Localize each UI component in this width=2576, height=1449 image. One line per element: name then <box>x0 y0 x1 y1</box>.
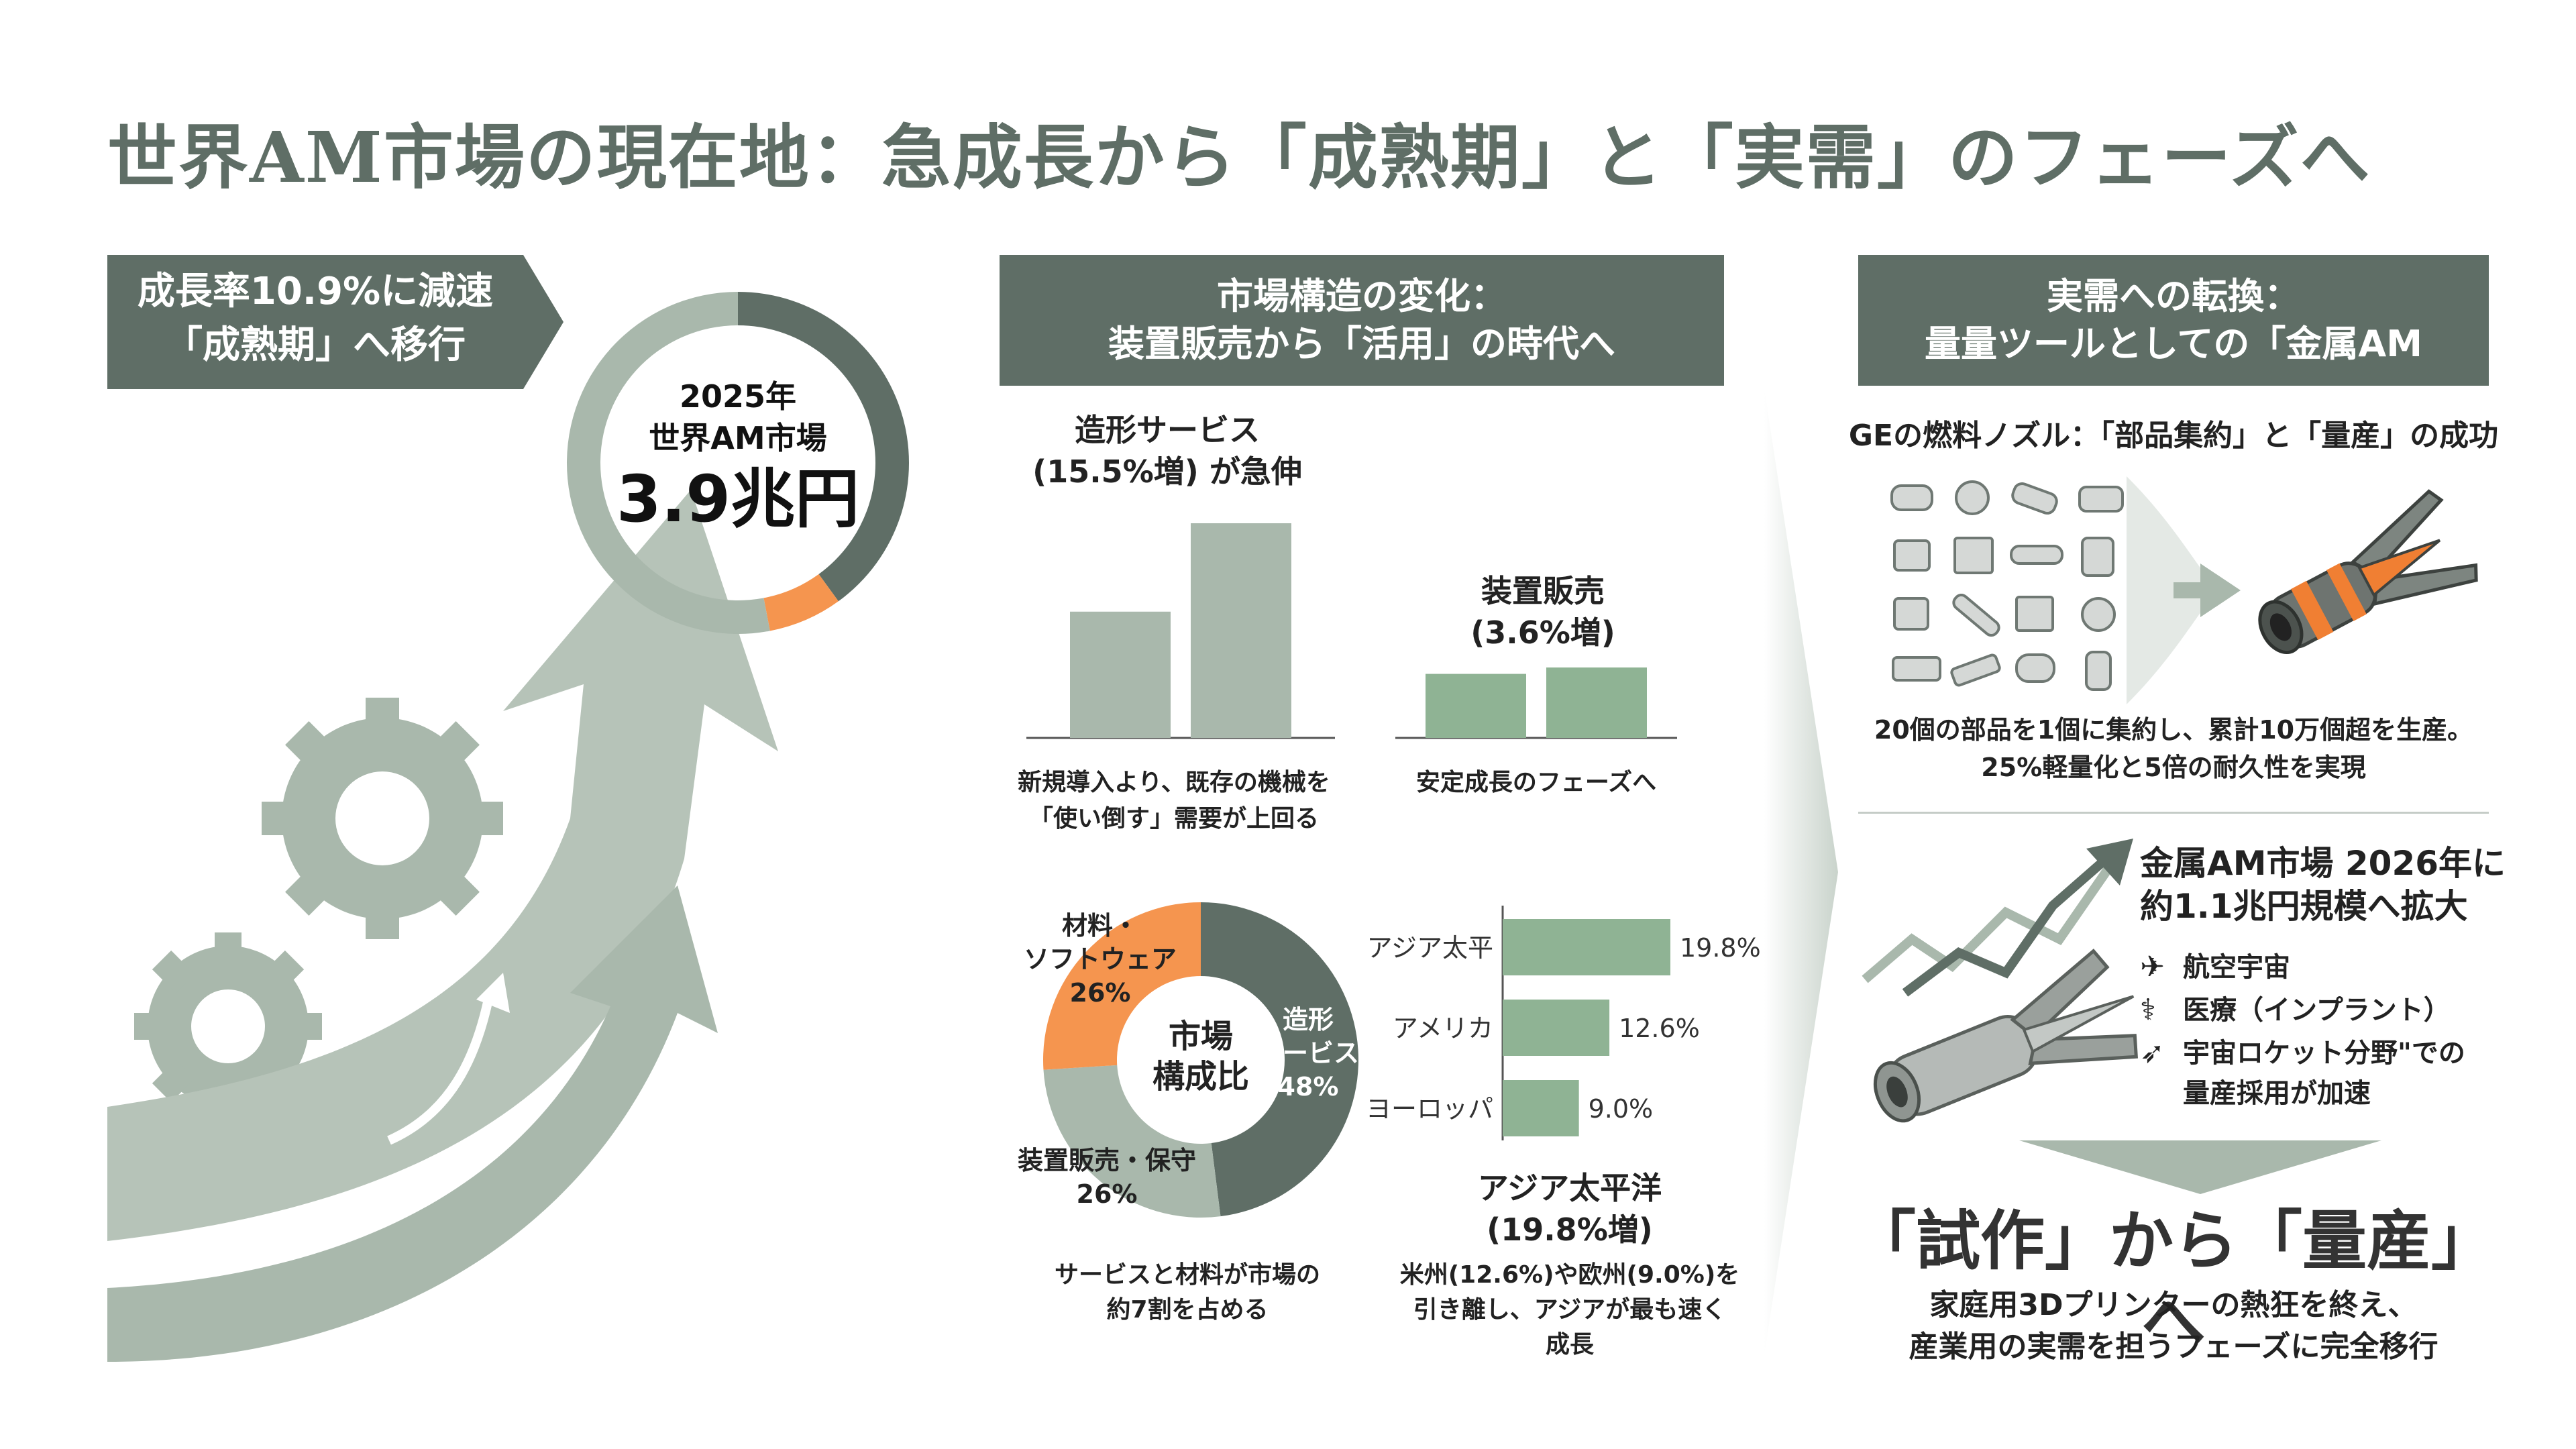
growth-arrow <box>107 490 778 1241</box>
region-bar <box>1503 1080 1579 1136</box>
region-bar-value: 19.8% <box>1680 933 1761 963</box>
down-arrow <box>2019 1140 2381 1194</box>
pie-slice <box>1043 902 1201 1070</box>
demand-header: 実需への転換： 量量ツールとしての「金属AM <box>1858 255 2489 386</box>
fuel-nozzle-illustration <box>2258 489 2478 655</box>
region-bar-value: 12.6% <box>1619 1014 1700 1043</box>
donut-value: 3.9兆円 <box>616 462 860 537</box>
use-case-item: ⚕ 医療（インプラント） <box>2140 989 2516 1032</box>
pie-slice <box>1043 1065 1221 1218</box>
donut-segment-dark <box>738 292 909 602</box>
slogan-subtitle: 家庭用3Dプリンターの熱狂を終え、 産業用の実需を担うフェーズに完全移行 <box>1909 1288 2438 1364</box>
region-bar-label: アジア太平 <box>1367 933 1493 963</box>
use-case-list: ✈ 航空宇宙 ⚕ 医療（インプラント） ➶ 宇宙ロケット分野"での 量産採用が加… <box>2140 946 2516 1112</box>
banner-line-2: 「成熟期」へ移行 <box>165 323 466 367</box>
device-chart-title: 装置販売 (3.6%増) <box>1470 573 1615 651</box>
market-size-donut <box>567 292 909 634</box>
donut-segment-sage <box>567 292 770 634</box>
pie-slice <box>1201 902 1358 1217</box>
bar <box>1546 667 1647 738</box>
growth-rate-banner: 成長率10.9%に減速 「成熟期」へ移行 <box>107 265 523 372</box>
transition-chevron <box>1764 389 1838 1355</box>
region-bar <box>1503 919 1670 975</box>
region-bar-label: ヨーロッパ <box>1366 1094 1493 1124</box>
implant-icon: ⚕ <box>2140 993 2156 1027</box>
parts-grid-illustration <box>1890 480 2124 691</box>
bar <box>1070 611 1171 738</box>
ge-nozzle-title: GEの燃料ノズル：「部品集約」と「量産」の成功 <box>1848 419 2499 453</box>
label-device: 装置販売・保守 26% <box>1017 1146 1196 1209</box>
banner-line-1: 成長率10.9%に減速 <box>137 270 494 313</box>
use-case-item: ➶ 宇宙ロケット分野"での <box>2140 1032 2516 1075</box>
device-chart-caption: 安定成長のフェーズへ <box>1415 769 1657 796</box>
structure-header: 市場構造の変化： 装置販売から「活用」の時代へ <box>1000 255 1724 386</box>
demand-header-line-2: 量量ツールとしての「金属AM <box>1925 322 2422 365</box>
region-bar-label: アメリカ <box>1393 1014 1493 1043</box>
ge-nozzle-caption: 20個の部品を1個に集約し、累計10万個超を生産。 25%軽量化と5倍の耐久性を… <box>1874 715 2473 782</box>
device-bar-chart <box>1395 667 1677 739</box>
region-bar-chart: アジア太平 19.8% アメリカ 12.6% ヨーロッパ 9.0% <box>1366 906 1761 1140</box>
composition-caption: サービスと材料が市場の 約7割を占める <box>1054 1261 1320 1324</box>
slogan: 「試作」から「量産」へ <box>1851 1203 2496 1359</box>
metal-growth-illustration <box>1862 839 2139 1123</box>
gear-icon-large <box>262 698 503 939</box>
composition-center-label: 市場 構成比 <box>1152 1018 1249 1095</box>
service-chart-title: 造形サービス (15.5%増) が急伸 <box>1032 412 1302 490</box>
bar <box>1191 523 1291 738</box>
service-chart-caption: 新規導入より、既存の機械を 「使い倒す」需要が上回る <box>1018 769 1330 833</box>
region-title: アジア太平洋 (19.8%増) <box>1477 1170 1662 1248</box>
growth-illustration <box>107 490 778 1362</box>
composition-donut <box>1043 902 1358 1218</box>
bar <box>1426 674 1526 738</box>
structure-header-line-2: 装置販売から「活用」の時代へ <box>1108 322 1615 365</box>
section-divider <box>1858 812 2489 814</box>
region-caption: 米州(12.6%)や欧州(9.0%)を 引き離し、アジアが最も速く 成長 <box>1399 1261 1740 1358</box>
consolidation-arrow <box>2127 476 2241 704</box>
region-bar-value: 9.0% <box>1589 1094 1654 1124</box>
label-service: 造形 サービス 48% <box>1256 1005 1359 1102</box>
donut-segment-orange <box>763 574 839 631</box>
donut-market: 世界AM市場 <box>649 420 827 456</box>
airplane-icon: ✈ <box>2140 950 2165 984</box>
use-case-extra: 量産採用が加速 <box>2183 1078 2371 1109</box>
growth-rate-banner-bg <box>107 255 564 389</box>
demand-header-line-1: 実需への転換： <box>2047 275 2300 318</box>
structure-header-line-1: 市場構造の変化： <box>1217 275 1507 318</box>
metal-am-title: 金属AM市場 2026年に 約1.1兆円規模へ拡大 <box>2140 844 2506 926</box>
service-bar-chart <box>1026 523 1335 739</box>
page-title: 世界AM市場の現在地：急成長から「成熟期」と「実需」のフェーズへ <box>107 116 2371 199</box>
use-case-item: ✈ 航空宇宙 <box>2140 946 2516 989</box>
rocket-icon: ➶ <box>2140 1036 2165 1070</box>
region-bar <box>1503 1000 1610 1056</box>
label-materials: 材料・ ソフトウェア 26% <box>1023 911 1177 1008</box>
donut-center-label: 2025年 世界AM市場 3.9兆円 <box>604 376 872 539</box>
donut-year: 2025年 <box>679 378 797 415</box>
